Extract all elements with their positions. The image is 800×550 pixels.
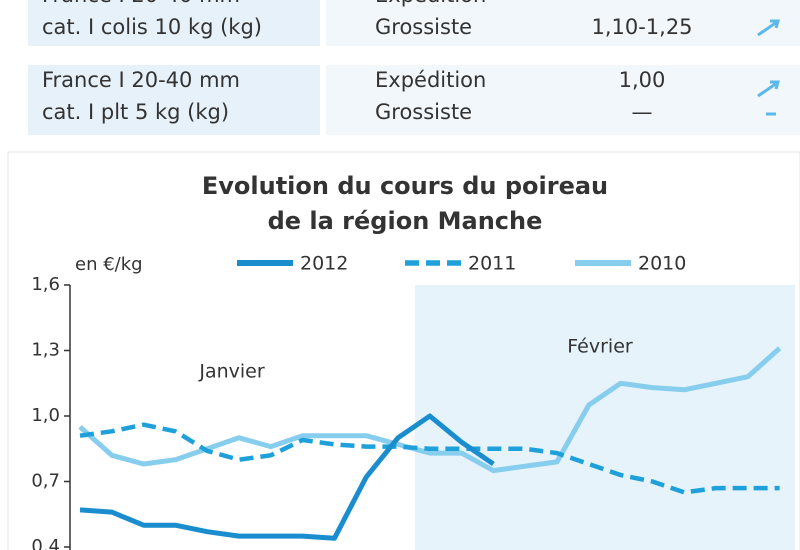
product-cell: cat. I plt 5 kg (kg) <box>42 100 229 124</box>
chart-title: Evolution du cours du poireau <box>202 172 608 200</box>
cell-bg <box>28 65 320 135</box>
cell-bg <box>28 0 320 46</box>
market-cell: Grossiste <box>375 15 472 39</box>
legend-label: 2010 <box>638 253 686 275</box>
y-axis-label: en €/kg <box>75 254 143 275</box>
chart-title: de la région Manche <box>268 207 543 235</box>
product-cell: cat. I colis 10 kg (kg) <box>42 15 262 39</box>
market-cell: Expédition <box>375 0 486 7</box>
trend-icons <box>757 19 780 116</box>
y-tick-label: 1,3 <box>31 340 60 361</box>
month-region <box>415 285 795 550</box>
annotation: Février <box>567 336 633 358</box>
plot: 0,4 0,7 1,0 1,3 1,6 2010 2011 2012 <box>31 253 782 550</box>
month-region <box>70 285 415 550</box>
y-tick-label: 1,6 <box>31 274 60 295</box>
y-tick-label: 1,0 <box>31 405 60 426</box>
price-cell: — <box>632 100 653 124</box>
series-line <box>78 346 782 474</box>
price-cell: 1,10-1,25 <box>591 15 692 39</box>
table: France I 20-40 mm cat. I colis 10 kg (kg)… <box>42 0 693 124</box>
annotation: Janvier <box>198 361 265 383</box>
product-cell: France I 20-40 mm <box>42 68 240 92</box>
price-cell: 1,00 <box>619 68 666 92</box>
market-cell: Expédition <box>375 68 486 92</box>
series-line <box>79 413 495 541</box>
cell-bg <box>326 65 800 135</box>
y-tick-label: 0,4 <box>31 536 60 550</box>
y-tick-label: 0,7 <box>31 471 60 492</box>
arrow-up <box>757 19 780 37</box>
cell-bg <box>326 0 800 46</box>
legend-label: 2012 <box>300 253 348 275</box>
series-line <box>79 422 780 495</box>
market-cell: Grossiste <box>375 100 472 124</box>
arrow-up <box>757 80 780 98</box>
legend-label: 2011 <box>468 253 516 275</box>
product-cell: France I 20-40 mm <box>42 0 240 7</box>
